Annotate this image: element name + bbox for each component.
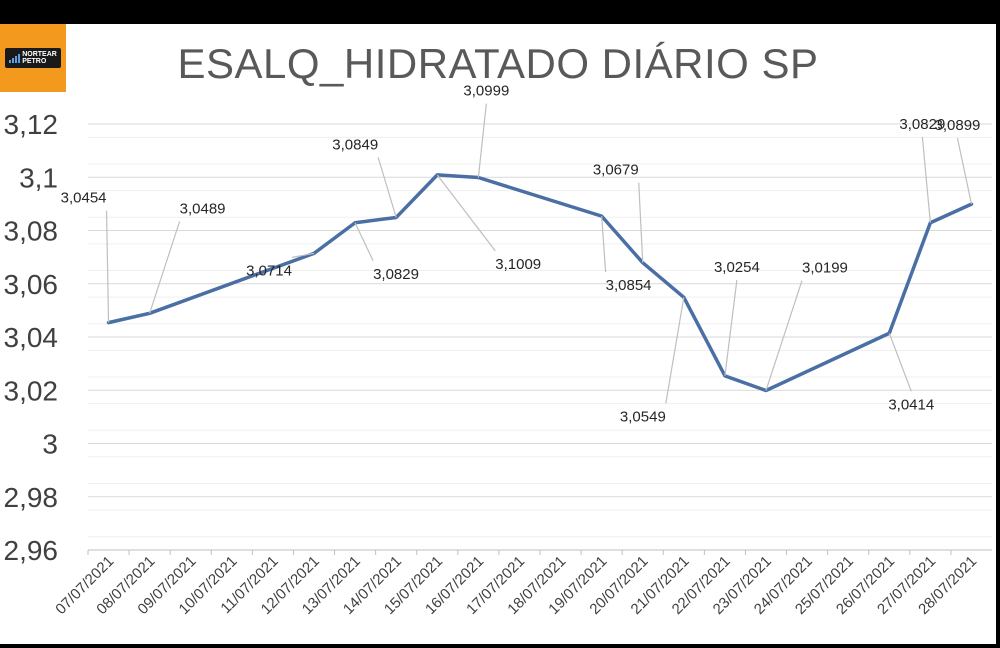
chart-canvas: NORTEAR PETRO ESALQ_HIDRATADO DIÁRIO SP (0, 24, 996, 644)
data-label: 3,0999 (463, 83, 509, 100)
data-label: 3,0849 (332, 136, 378, 153)
logo-text-line1: NORTEAR (22, 51, 57, 58)
data-label: 3,0489 (180, 200, 226, 217)
data-label: 3,0414 (888, 396, 934, 413)
y-tick-label: 3 (42, 429, 58, 460)
data-label: 3,0254 (714, 259, 760, 276)
data-label-leader (291, 252, 315, 258)
logo-text-line2: PETRO (22, 58, 47, 65)
data-label-leader (601, 216, 607, 273)
data-label-leader (765, 280, 803, 391)
logo-badge: NORTEAR PETRO (5, 48, 61, 68)
data-label-leader (105, 210, 110, 323)
y-tick-label: 3,1 (19, 162, 58, 193)
data-label: 3,0829 (373, 266, 419, 283)
y-tick-label: 3,02 (4, 375, 59, 406)
data-label: 3,0679 (593, 162, 639, 179)
data-label-leader (477, 103, 487, 178)
data-label: 3,0549 (620, 408, 666, 425)
data-label-leader (436, 174, 496, 252)
data-label: 3,0829 (899, 116, 945, 133)
chart-title: ESALQ_HIDRATADO DIÁRIO SP (177, 40, 819, 87)
data-label-leader (638, 182, 644, 263)
data-label-leader (354, 222, 374, 262)
data-label-leader (921, 136, 931, 223)
data-label-leader (377, 157, 397, 218)
data-label-leader (149, 221, 181, 314)
y-tick-label: 3,06 (4, 269, 59, 300)
y-tick-label: 3,12 (4, 109, 59, 140)
data-label-leader (724, 279, 738, 376)
data-label-leader (956, 138, 973, 205)
data-label: 3,0899 (935, 117, 981, 134)
data-label: 3,0714 (246, 262, 292, 279)
y-tick-label: 2,96 (4, 535, 59, 566)
data-label: 3,0454 (61, 190, 107, 207)
data-label: 3,0199 (802, 260, 848, 277)
y-tick-label: 3,04 (4, 322, 59, 353)
y-tick-label: 2,98 (4, 482, 59, 513)
data-label: 3,1009 (495, 256, 541, 273)
y-tick-label: 3,08 (4, 216, 59, 247)
data-label: 3,0854 (606, 277, 652, 294)
data-label-leader (665, 297, 685, 404)
logo: NORTEAR PETRO (0, 24, 66, 92)
data-label-leader (888, 333, 912, 392)
bar-chart-icon (9, 53, 21, 63)
series-line (106, 173, 974, 393)
